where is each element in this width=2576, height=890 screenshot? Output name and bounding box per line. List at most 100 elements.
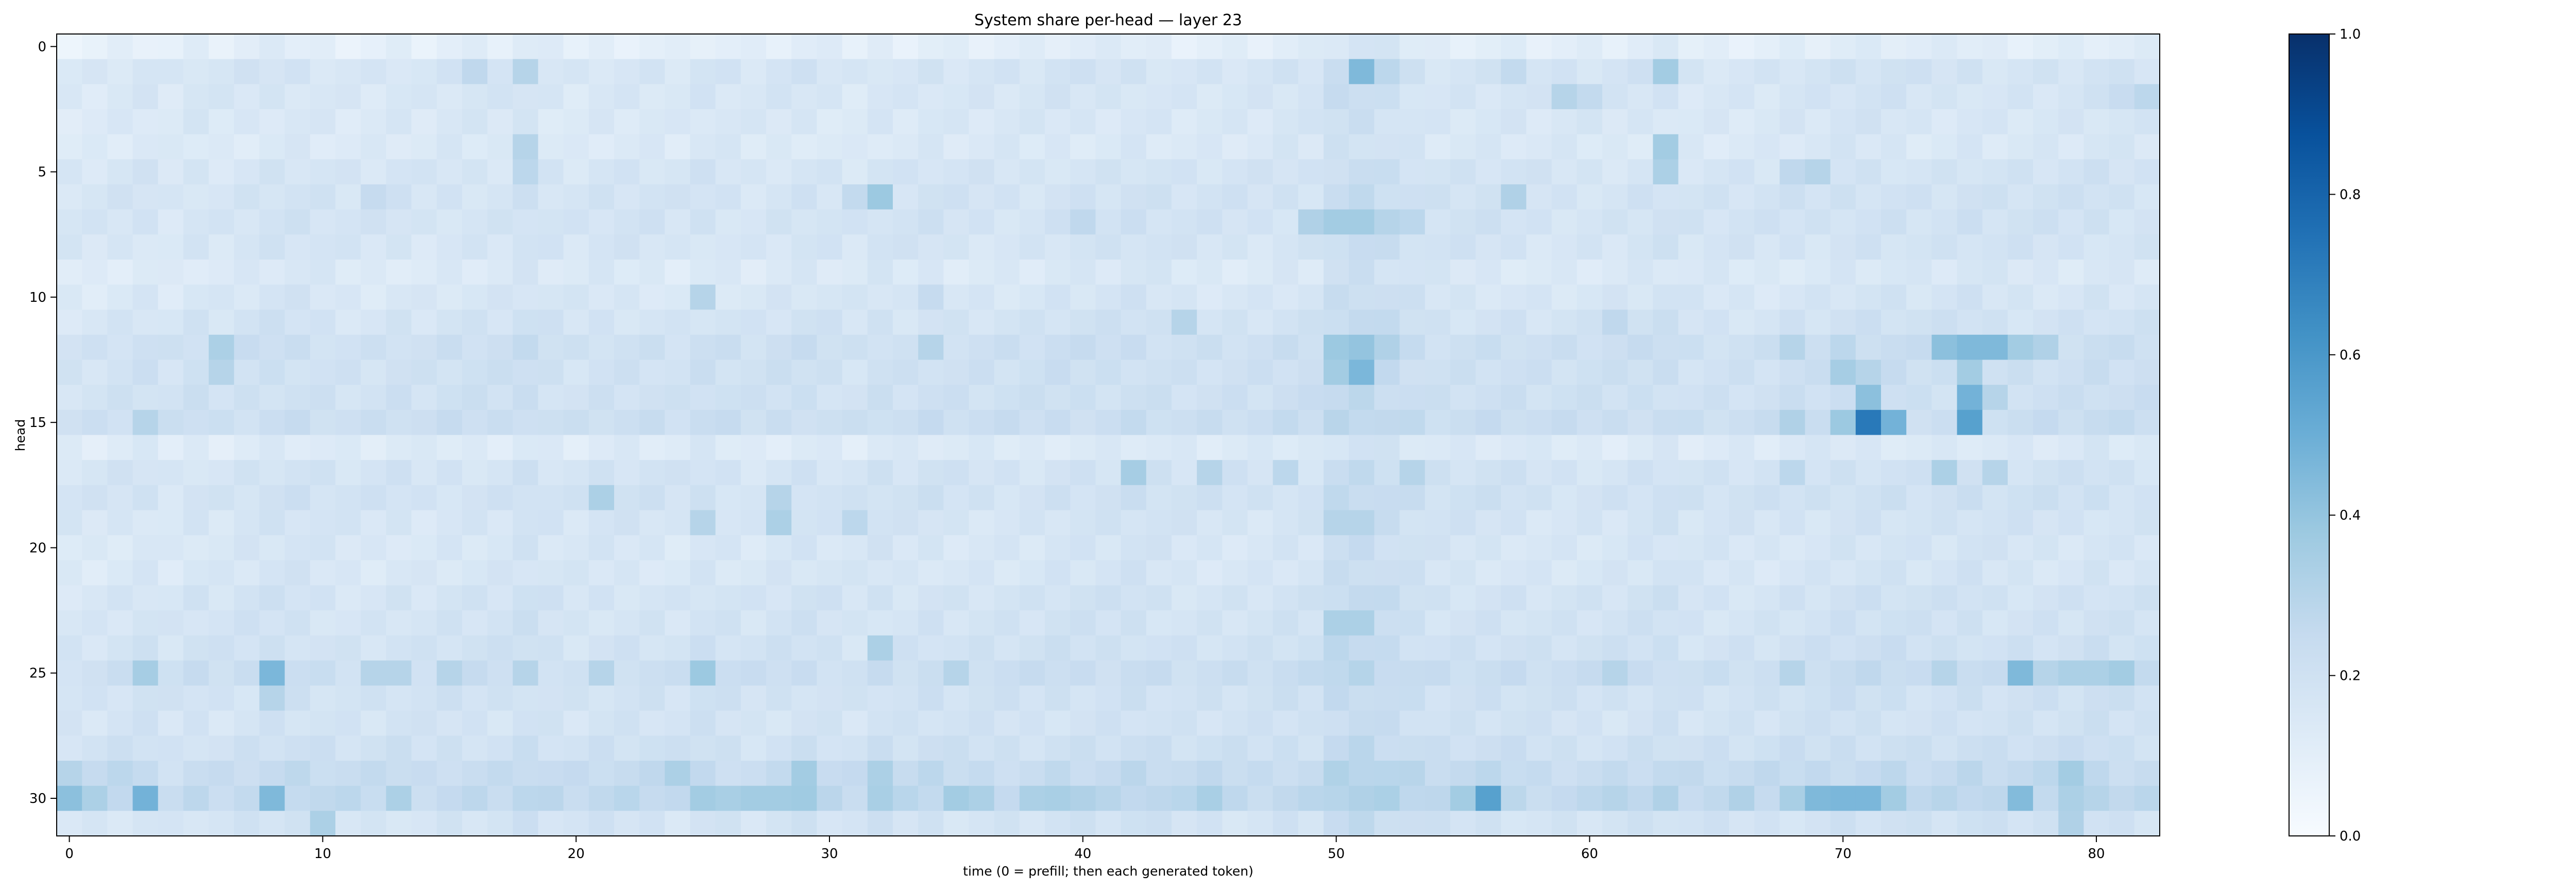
heatmap-cell <box>1070 134 1096 160</box>
heatmap-cell <box>639 485 665 511</box>
heatmap-cell <box>361 585 386 611</box>
heatmap-cell <box>234 660 260 686</box>
heatmap-cell <box>462 134 488 160</box>
heatmap-cell <box>335 34 361 60</box>
heatmap-cell <box>1526 109 1552 135</box>
heatmap-cell <box>1273 510 1299 536</box>
heatmap-cell <box>386 435 412 460</box>
heatmap-cell <box>1425 334 1451 361</box>
heatmap-cell <box>1931 560 1958 586</box>
heatmap-cell <box>1653 761 1679 786</box>
heatmap-cell <box>1628 710 1653 736</box>
heatmap-cell <box>943 284 970 310</box>
heatmap-cell <box>2134 785 2160 811</box>
heatmap-cell <box>158 761 184 786</box>
heatmap-cell <box>2058 385 2084 410</box>
heatmap-cell <box>107 310 133 335</box>
heatmap-cell <box>639 209 665 235</box>
heatmap-cell <box>1222 485 1248 511</box>
heatmap-cell <box>1805 785 1831 811</box>
heatmap-cell <box>969 134 995 160</box>
heatmap-cell <box>2033 710 2059 736</box>
heatmap-cell <box>1881 710 1907 736</box>
heatmap-cell <box>1298 84 1324 110</box>
heatmap-cell <box>1830 560 1856 586</box>
heatmap-cell <box>1045 761 1071 786</box>
heatmap-cell <box>842 435 868 460</box>
heatmap-cell <box>614 761 640 786</box>
heatmap-cell <box>665 159 691 185</box>
heatmap-cell <box>1931 485 1958 511</box>
heatmap-cell <box>614 310 640 335</box>
heatmap-cell <box>665 360 691 385</box>
heatmap-cell <box>892 34 919 60</box>
heatmap-cell <box>563 34 589 60</box>
heatmap-cell <box>1830 610 1856 636</box>
heatmap-cell <box>1425 360 1451 385</box>
heatmap-cell <box>259 360 285 385</box>
heatmap-cell <box>1855 761 1882 786</box>
heatmap-cell <box>335 435 361 460</box>
heatmap-cell <box>791 460 818 486</box>
heatmap-cell <box>918 761 944 786</box>
heatmap-cell <box>82 310 108 335</box>
heatmap-cell <box>1931 360 1958 385</box>
heatmap-cell <box>1374 585 1400 611</box>
heatmap-cell <box>2033 59 2059 84</box>
heatmap-cell <box>1577 811 1603 836</box>
heatmap-cell <box>614 159 640 185</box>
heatmap-cell <box>1501 435 1527 460</box>
heatmap-cell <box>1273 560 1299 586</box>
heatmap-cell <box>209 234 234 260</box>
heatmap-cell <box>1349 560 1375 586</box>
heatmap-cell <box>2083 735 2110 761</box>
heatmap-cell <box>158 109 184 135</box>
heatmap-cell <box>1906 435 1932 460</box>
heatmap-cell <box>588 209 615 235</box>
heatmap-cell <box>1931 159 1958 185</box>
heatmap-cell <box>1399 686 1426 711</box>
heatmap-cell <box>2058 284 2084 310</box>
heatmap-cell <box>1273 159 1299 185</box>
heatmap-cell <box>487 234 513 260</box>
heatmap-cell <box>1855 585 1882 611</box>
heatmap-cell <box>234 385 260 410</box>
heatmap-cell <box>1703 761 1730 786</box>
heatmap-cell <box>1070 686 1096 711</box>
heatmap-cell <box>132 560 159 586</box>
heatmap-cell <box>563 660 589 686</box>
heatmap-cell <box>1146 535 1172 561</box>
heatmap-cell <box>639 284 665 310</box>
heatmap-cell <box>715 259 741 285</box>
heatmap-cell <box>892 310 919 335</box>
heatmap-cell <box>842 635 868 661</box>
heatmap-cell <box>1298 159 1324 185</box>
heatmap-cell <box>1602 710 1628 736</box>
heatmap-cell <box>1349 310 1375 335</box>
heatmap-cell <box>2134 585 2160 611</box>
heatmap-cell <box>943 485 970 511</box>
heatmap-cell <box>386 660 412 686</box>
heatmap-cell <box>1703 635 1730 661</box>
heatmap-cell <box>1374 109 1400 135</box>
heatmap-cell <box>513 560 539 586</box>
heatmap-cell <box>2007 334 2033 361</box>
heatmap-cell <box>132 460 159 486</box>
heatmap-cell <box>487 811 513 836</box>
heatmap-cell <box>1222 234 1248 260</box>
heatmap-cell <box>842 409 868 436</box>
heatmap-cell <box>1349 535 1375 561</box>
heatmap-cell <box>1095 735 1122 761</box>
heatmap-cell <box>234 34 260 60</box>
heatmap-cell <box>310 686 336 711</box>
heatmap-cell <box>513 134 539 160</box>
heatmap-cell <box>2058 560 2084 586</box>
heatmap-cell <box>2033 310 2059 335</box>
heatmap-cell <box>209 409 234 436</box>
heatmap-cell <box>1678 785 1704 811</box>
y-tick-label: 15 <box>29 415 46 431</box>
heatmap-cell <box>2033 560 2059 586</box>
heatmap-cell <box>284 585 311 611</box>
heatmap-cell <box>386 460 412 486</box>
